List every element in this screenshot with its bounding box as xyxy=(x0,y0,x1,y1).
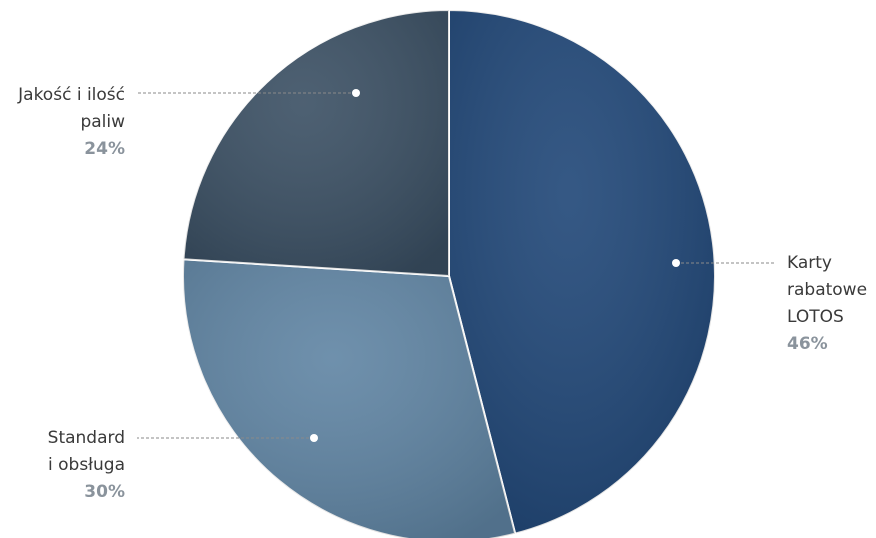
slice-value-label: 24% xyxy=(84,139,125,159)
slice-value-label: 46% xyxy=(787,334,828,354)
slice-label: Karty rabatowe LOTOS xyxy=(787,253,867,327)
slice-label: Jakość i ilość paliw xyxy=(17,85,125,132)
pie xyxy=(182,8,716,538)
labels: Karty rabatowe LOTOS 46% Standard i obsługa 30… xyxy=(17,85,867,502)
pie-slice xyxy=(182,8,450,278)
slice-label: Standard i obsługa xyxy=(48,428,125,475)
leader-dot xyxy=(310,434,318,442)
leader-dot xyxy=(672,259,680,267)
leader-dot xyxy=(352,89,360,97)
slice-value-label: 30% xyxy=(84,482,125,502)
